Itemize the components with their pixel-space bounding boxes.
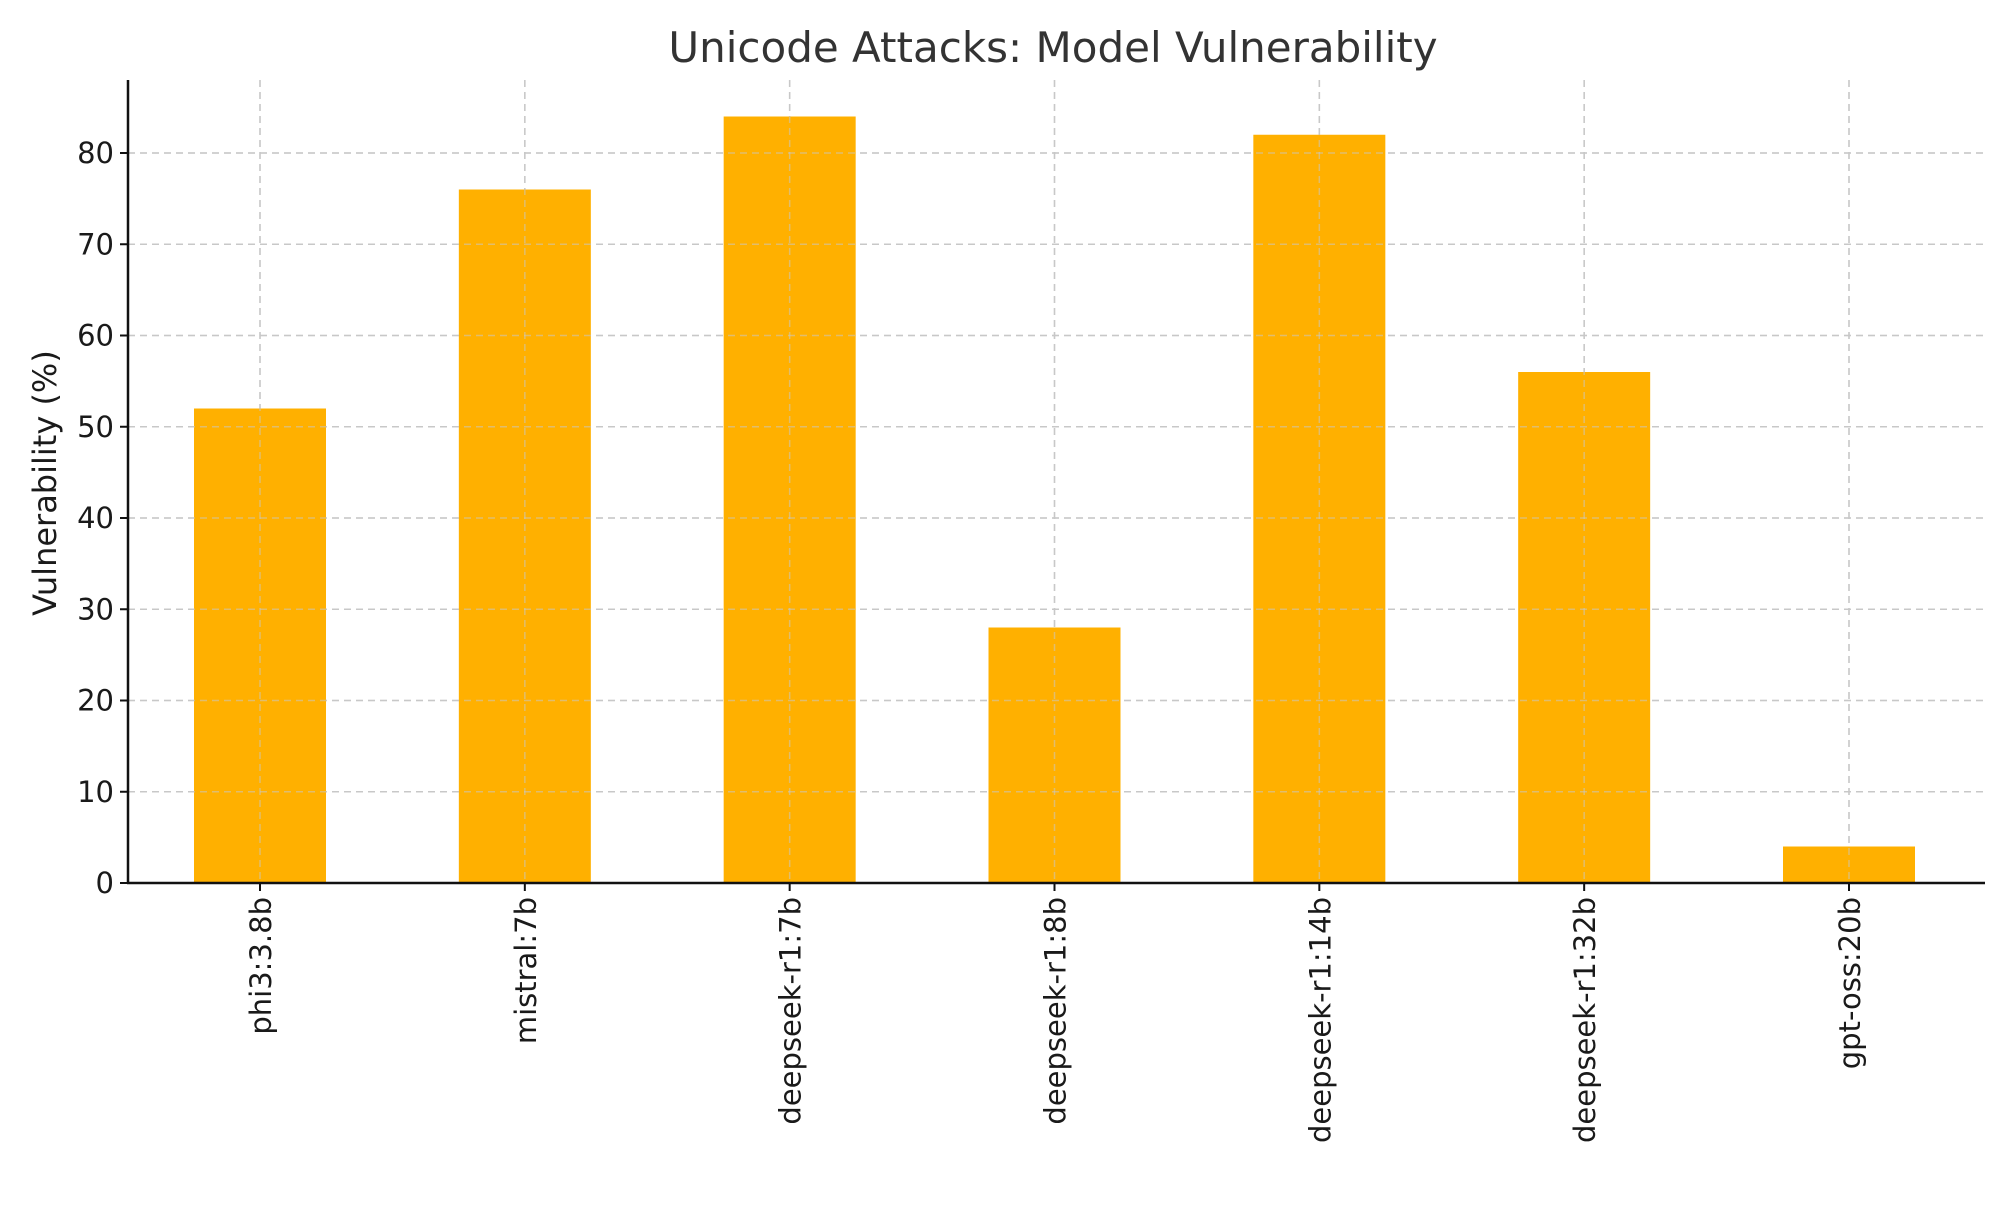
x-tick-label: deepseek-r1:32b bbox=[1568, 897, 1602, 1143]
x-tick-label: deepseek-r1:8b bbox=[1039, 897, 1073, 1125]
x-tick-label: mistral:7b bbox=[509, 897, 543, 1044]
y-axis-label: Vulnerability (%) bbox=[26, 350, 64, 616]
chart-title: Unicode Attacks: Model Vulnerability bbox=[668, 23, 1437, 72]
x-tick-label: gpt-oss:20b bbox=[1833, 897, 1867, 1069]
y-ticks: 0 10 20 30 40 50 60 70 80 bbox=[77, 136, 128, 900]
y-tick-label: 20 bbox=[77, 684, 114, 718]
y-tick-label: 50 bbox=[77, 410, 114, 444]
x-tick-label: phi3:3.8b bbox=[244, 897, 278, 1035]
y-tick-label: 0 bbox=[96, 866, 114, 900]
bars bbox=[128, 80, 1985, 884]
y-tick-label: 60 bbox=[77, 319, 114, 353]
y-tick-label: 40 bbox=[77, 501, 114, 535]
y-tick-label: 70 bbox=[77, 227, 114, 261]
y-tick-label: 80 bbox=[77, 136, 114, 170]
axes bbox=[126, 80, 1985, 885]
y-tick-label: 10 bbox=[77, 775, 114, 809]
y-tick-label: 30 bbox=[77, 592, 114, 626]
x-tick-label: deepseek-r1:7b bbox=[774, 897, 808, 1125]
x-tick-label: deepseek-r1:14b bbox=[1303, 897, 1337, 1143]
x-ticks: phi3:3.8b mistral:7b deepseek-r1:7b deepsee… bbox=[244, 883, 1867, 1143]
